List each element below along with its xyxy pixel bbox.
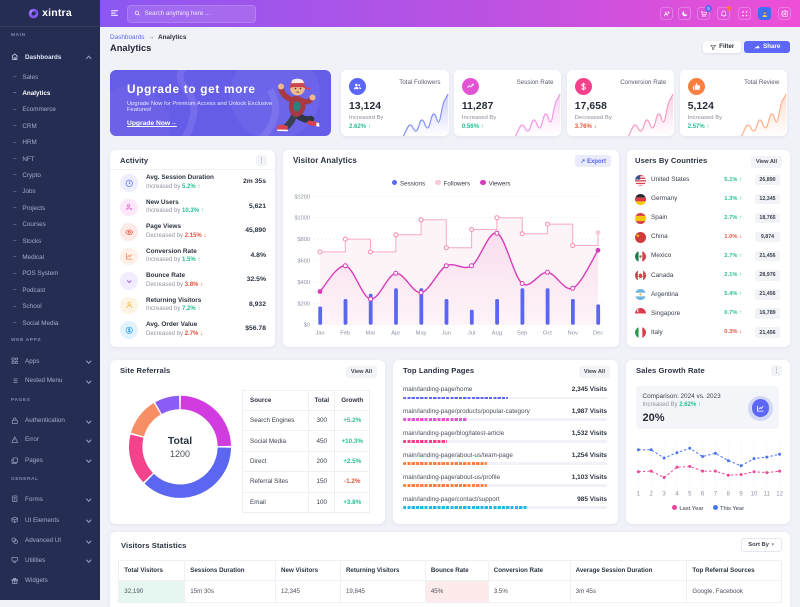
- svg-text:6: 6: [701, 492, 705, 498]
- svg-text:7: 7: [714, 492, 718, 498]
- svg-text:May: May: [416, 331, 427, 337]
- svg-text:Sep: Sep: [517, 331, 527, 337]
- svg-text:Mar: Mar: [366, 331, 376, 337]
- svg-text:Jun: Jun: [442, 331, 451, 337]
- svg-text:$200: $200: [298, 301, 310, 307]
- svg-text:$0: $0: [304, 323, 310, 329]
- svg-text:Nov: Nov: [568, 331, 578, 337]
- svg-text:Aug: Aug: [492, 331, 502, 337]
- svg-text:4: 4: [675, 492, 679, 498]
- svg-text:Dec: Dec: [593, 331, 603, 337]
- svg-text:$1000: $1000: [294, 216, 310, 222]
- svg-text:5: 5: [688, 492, 692, 498]
- svg-text:$400: $400: [298, 280, 310, 286]
- svg-text:12: 12: [776, 492, 783, 498]
- svg-text:8: 8: [727, 492, 731, 498]
- svg-text:$800: $800: [298, 237, 310, 243]
- svg-text:Total: Total: [168, 435, 192, 447]
- svg-text:1200: 1200: [170, 449, 190, 459]
- svg-text:3: 3: [662, 492, 666, 498]
- svg-text:Apr: Apr: [391, 331, 400, 337]
- svg-text:11: 11: [764, 492, 771, 498]
- svg-text:9: 9: [739, 492, 743, 498]
- svg-text:$1200: $1200: [294, 194, 310, 200]
- svg-text:2: 2: [650, 492, 654, 498]
- svg-text:Jan: Jan: [315, 331, 324, 337]
- svg-text:Jul: Jul: [468, 331, 475, 337]
- svg-text:$600: $600: [298, 259, 310, 265]
- svg-text:10: 10: [751, 492, 758, 498]
- svg-text:Feb: Feb: [340, 331, 350, 337]
- svg-text:Oct: Oct: [543, 331, 552, 337]
- svg-text:1: 1: [637, 492, 641, 498]
